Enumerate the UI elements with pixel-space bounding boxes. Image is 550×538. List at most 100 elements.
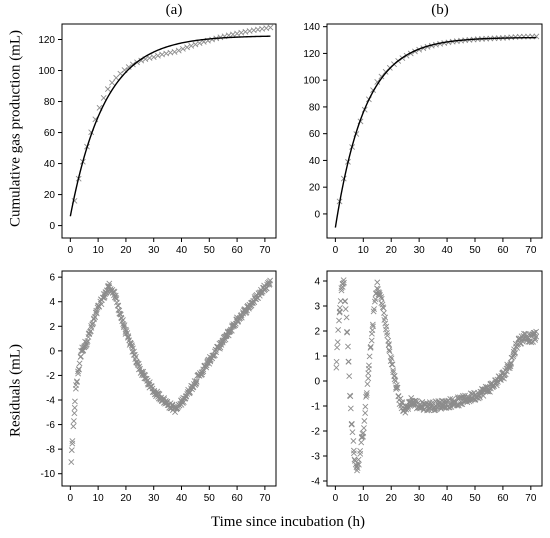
residual-point [388, 361, 395, 368]
y-tick-label: -1 [311, 402, 320, 413]
residual-point [336, 317, 342, 324]
observed-point [109, 79, 115, 86]
residual-point [384, 332, 391, 339]
residual-point [341, 279, 347, 286]
fitted-curve [334, 36, 537, 228]
x-axis-label: Time since incubation (h) [210, 514, 365, 530]
residual-point [382, 320, 389, 327]
y-axis-label-top: Cumulative gas production (mL) [7, 29, 24, 228]
residual-point [364, 381, 371, 388]
y-axis-label-bottom: Residuals (mL) [7, 344, 24, 437]
observed-point [378, 73, 385, 80]
residual-point [91, 314, 98, 321]
x-tick-label: 30 [414, 245, 426, 256]
residual-point [443, 398, 450, 405]
residual-point [383, 323, 390, 330]
residual-point [397, 395, 404, 402]
residual-point [122, 326, 129, 333]
residual-point [493, 382, 500, 389]
residual-point [345, 358, 352, 365]
residual-point [368, 337, 375, 344]
x-tick-label: 70 [525, 493, 537, 504]
residual-point [363, 392, 370, 399]
residual-point [200, 366, 207, 373]
residual-point [134, 360, 141, 367]
x-tick-label: 20 [386, 493, 398, 504]
residual-point [111, 289, 118, 295]
y-tick-label: 20 [44, 190, 56, 201]
residual-point [106, 280, 113, 287]
residual-point [207, 358, 214, 365]
residual-point [357, 450, 364, 457]
residual-point [70, 418, 77, 424]
observed-point [179, 45, 186, 52]
residual-point [73, 379, 80, 386]
plot-frame [326, 23, 543, 239]
y-tick-label: -8 [46, 445, 55, 456]
x-tick-label: 20 [386, 245, 398, 256]
residual-point [345, 343, 351, 350]
x-tick-label: 0 [68, 493, 74, 504]
y-tick-label: 40 [309, 156, 321, 167]
x-tick-label: 40 [176, 245, 188, 256]
residual-point [343, 314, 350, 321]
residual-point [146, 379, 153, 386]
residual-point [511, 350, 518, 357]
x-tick-label: 70 [525, 245, 537, 256]
residual-point [362, 410, 369, 416]
fitted-curve [69, 35, 271, 217]
residual-point [389, 361, 396, 368]
residual-point [76, 360, 83, 367]
x-tick-label: 70 [259, 245, 271, 256]
y-tick-label: -10 [41, 469, 56, 480]
observed-point [104, 86, 111, 93]
x-tick-label: 0 [333, 245, 339, 256]
residual-point [382, 314, 389, 321]
residual-point [532, 337, 538, 343]
residual-point [83, 341, 90, 348]
x-tick-label: 40 [176, 493, 188, 504]
residual-point [370, 308, 377, 315]
residual-point [187, 389, 193, 396]
panel-a_bottom: 0 10 20 30 40 50 60 70 -10 -8 -6 -4 -2 0 2 4 6 [41, 270, 277, 504]
residual-point [348, 421, 355, 428]
residual-point [68, 459, 75, 465]
residual-point [227, 328, 234, 334]
plot-frame [61, 270, 277, 487]
x-tick-label: 60 [497, 493, 509, 504]
residual-point [480, 392, 487, 399]
residual-point [366, 362, 372, 369]
x-tick-label: 50 [469, 493, 481, 504]
residual-point [378, 295, 385, 302]
residual-point [132, 353, 139, 360]
residual-point [176, 402, 183, 409]
residual-point [219, 338, 226, 345]
residual-point [200, 368, 207, 375]
residual-point [347, 393, 354, 400]
x-tick-label: 20 [120, 245, 132, 256]
residual-point [342, 298, 348, 305]
observed-point [192, 41, 199, 48]
residual-point [338, 287, 345, 294]
residual-point [350, 450, 357, 457]
x-tick-label: 10 [358, 493, 370, 504]
residual-point [390, 367, 397, 374]
residual-point [355, 461, 362, 468]
observed-point [175, 47, 182, 54]
observed-point [150, 54, 157, 61]
residual-point [69, 440, 76, 447]
residual-point [71, 410, 78, 417]
residual-point [267, 277, 274, 284]
residual-point [354, 465, 361, 472]
y-tick-label: 2 [49, 322, 55, 333]
y-tick-label: -6 [46, 420, 55, 431]
residual-point [193, 380, 200, 387]
residual-point [216, 345, 223, 352]
residual-point [367, 344, 374, 351]
residual-point [334, 339, 341, 346]
residual-point [374, 279, 381, 286]
y-tick-label: 3 [314, 302, 320, 313]
residual-point [232, 322, 239, 329]
y-tick-label: 140 [303, 22, 320, 33]
residual-point [211, 352, 218, 359]
